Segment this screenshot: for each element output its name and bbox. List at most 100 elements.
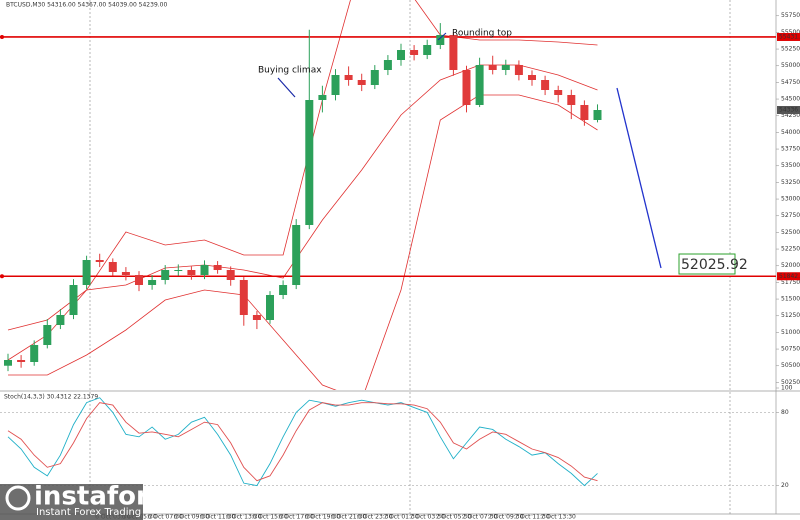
annotation-arrow [277,77,296,98]
bollinger-band [7,0,598,331]
level-label: 51842.19 [779,273,800,280]
annotation: Buying climax [258,66,322,76]
candle-body [187,270,196,275]
candle-body [331,75,340,95]
annotation-arrow [437,32,447,41]
target-box [678,253,736,275]
y-tick-label: 53000.00 [781,196,800,203]
candle-body [501,65,510,70]
candle-body [121,272,130,275]
y-tick-label: 50750.00 [781,346,800,353]
watermark-logo [5,485,31,511]
candle-body [344,75,353,80]
watermark-brand: instaforex [34,482,184,512]
candle-body [200,265,209,275]
level-anchor [0,274,4,279]
x-tick-label: 6 Oct 15:30 [252,514,287,520]
bollinger-band [7,64,598,361]
x-tick-label: 6 Oct 11:30 [200,514,235,520]
x-tick-label: 7 Oct 09:30 [488,514,523,520]
y-tick-label: 50500.00 [781,362,800,369]
candle-body [475,65,484,105]
candle-body [43,325,52,345]
chart-title: BTCUSD,M30 54316.00 54367.00 54039.00 54… [6,2,167,9]
candle-body [213,265,222,270]
candle-body [239,280,248,315]
candle-body [108,262,117,272]
y-tick-label: 53750.00 [781,146,800,153]
level-tag [777,272,800,281]
y-tick-label: 52000.00 [781,262,800,269]
target-label: 52025.92 [681,257,748,273]
y-tick-label: 53500.00 [781,162,800,169]
candle-body [436,35,445,45]
candle-body [410,50,419,55]
candle-body [279,285,288,295]
candle-body [541,80,550,90]
candle-body [593,110,602,120]
candle-body [148,280,157,285]
candle-body [135,275,143,285]
candle-body [30,345,39,362]
x-tick-label: 6 Oct 07:30 [148,514,183,520]
y-tick-label: 55750.00 [781,12,800,19]
y-tick-label: 51500.00 [781,296,800,303]
axes: 50250.00 50500.00 50750.00 51000.00 51250.00… [0,12,800,520]
candle-body [95,260,104,262]
candle-body [266,295,274,320]
candle-body [305,100,314,225]
x-tick-label: 7 Oct 03:30 [410,514,445,520]
y-tick-label: 55000.00 [781,62,800,69]
y-tick-label: 100 [781,385,793,392]
last-price-tag [777,106,800,114]
x-tick-label: 6 Oct 09:30 [174,514,209,520]
projection-line [616,87,662,269]
last-price-label: 54336.00 [779,107,800,114]
candle-body [318,95,327,100]
candle-body [423,45,432,55]
candle-body [226,270,235,280]
price-panel [0,0,776,390]
candle-body [252,315,261,320]
candle-body [488,65,497,70]
y-tick-label: 80 [781,409,789,416]
y-tick-label: 51750.00 [781,279,800,286]
y-tick-label: 50250.00 [781,379,800,386]
y-tick-label: 52750.00 [781,212,800,219]
x-tick-label: 6 Oct 23:30 [357,514,392,520]
y-tick-label: 51250.00 [781,312,800,319]
candle-body [580,105,589,120]
candle-body [292,225,301,285]
y-tick-label: 54000.00 [781,129,800,136]
x-tick-label: 7 Oct 13:30 [541,514,576,520]
bollinger-band [8,94,598,390]
y-tick-label: 55250.00 [781,46,800,53]
candle-body [357,80,366,85]
stoch-line [7,402,598,482]
candle-body [397,50,405,60]
candle-body [462,70,471,105]
y-tick-label: 51000.00 [781,329,800,336]
x-tick-label: 6 Oct 17:30 [279,514,314,520]
candle-body [69,285,78,315]
candle-body [82,260,91,285]
y-tick-label: 53250.00 [781,179,800,186]
candle-body [17,360,26,362]
candle-body [567,95,576,105]
candle-body [449,35,458,70]
x-tick-label: 7 Oct 01:30 [383,514,418,520]
candle-body [554,90,563,95]
stoch-line [7,397,598,487]
level-tag [777,32,800,41]
candle-body [4,360,12,366]
y-tick-label: 54250.00 [781,112,800,119]
x-tick-label: 6 Oct 19:30 [305,514,340,520]
y-tick-label: 54750.00 [781,79,800,86]
candle-body [383,60,392,70]
annotation: Rounding top [452,29,512,39]
candle-body [56,315,65,325]
x-tick-label: 7 Oct 11:30 [514,514,549,520]
candle-body [370,70,379,85]
